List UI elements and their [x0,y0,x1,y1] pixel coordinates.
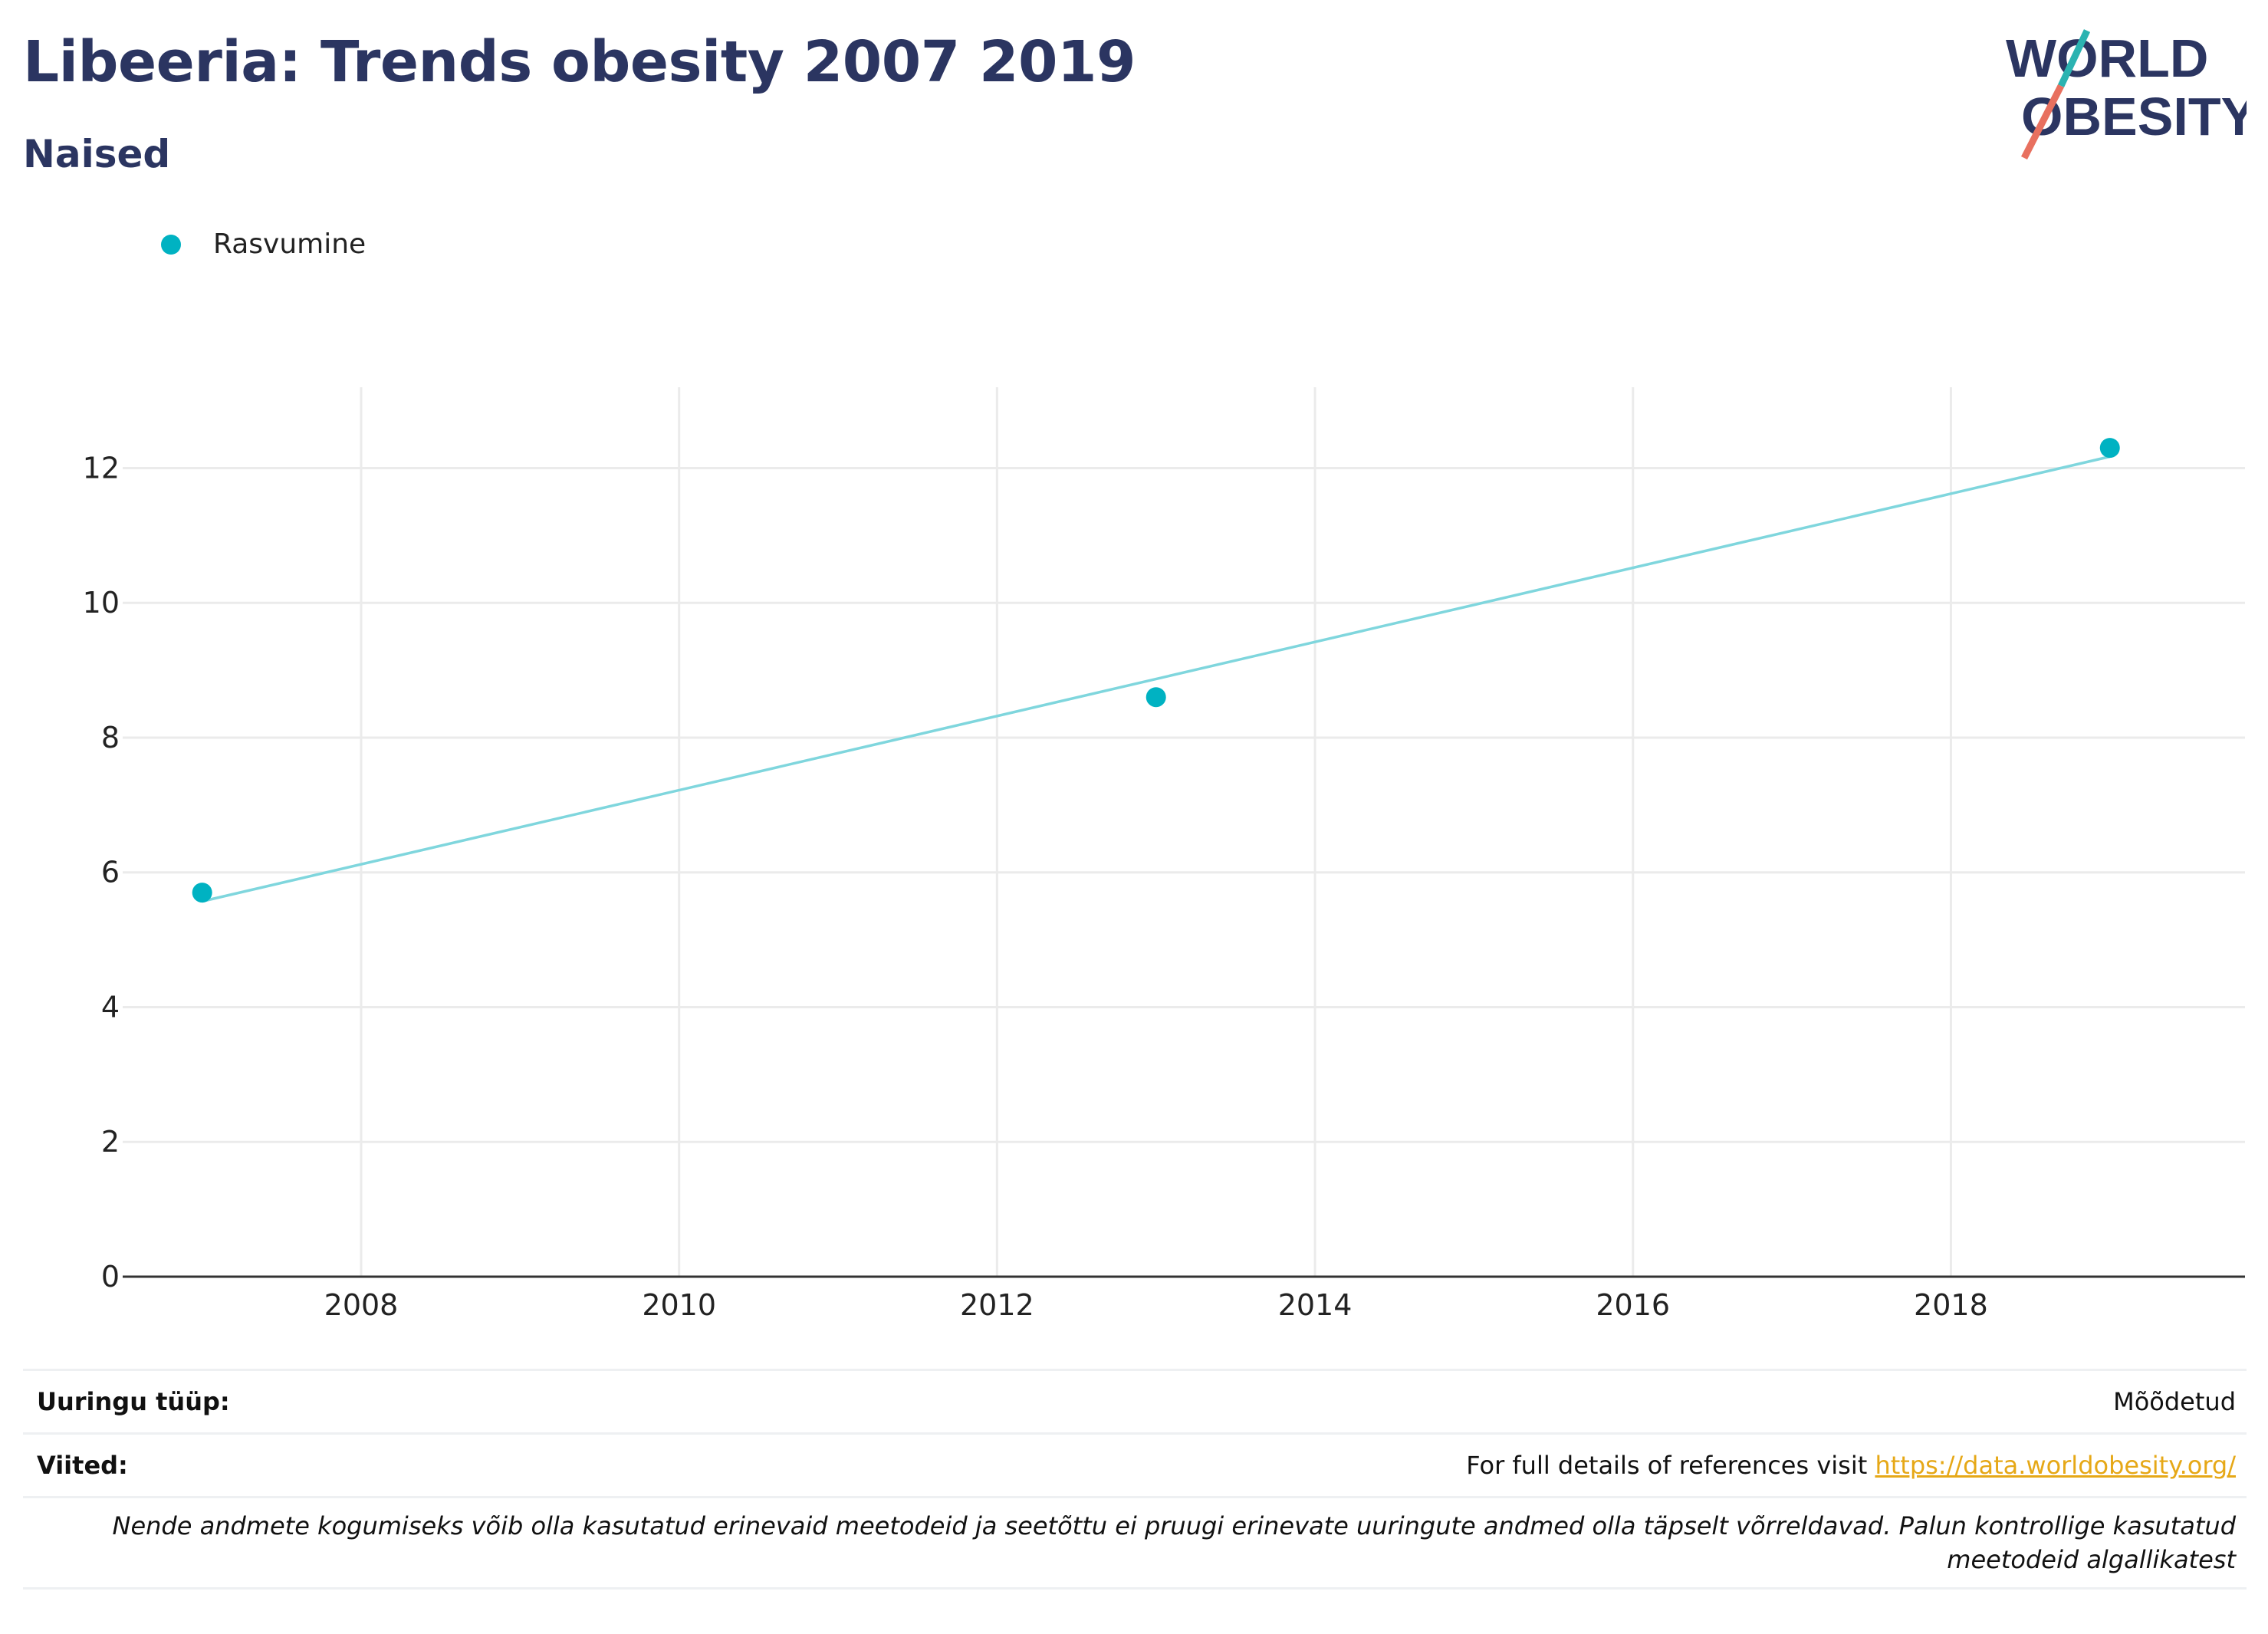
legend-label: Rasvumine [213,228,366,260]
y-tick-label: 12 [83,451,120,485]
points-layer [192,438,2120,903]
survey-type-value: Mõõdetud [2113,1387,2236,1416]
data-point[interactable] [192,883,212,903]
x-tick-label: 2014 [1278,1288,1353,1322]
y-tick-label: 4 [101,990,120,1024]
note-row: Nende andmete kogumiseks võib olla kasut… [23,1497,2247,1589]
data-point[interactable] [1146,687,1166,708]
data-point[interactable] [2099,438,2120,459]
chart-title: Libeeria: Trends obesity 2007 2019 [23,29,1136,95]
x-tick-label: 2008 [324,1288,399,1322]
references-row: Viited: For full details of references v… [23,1433,2247,1498]
axis-layer: 0 2 4 6 8 10 12 2008 2010 2012 2014 2016 2018 [83,451,2245,1322]
references-value: For full details of references visit htt… [499,1434,2247,1498]
logo-slash-teal [2057,29,2091,87]
y-tick-label: 2 [101,1125,120,1159]
info-table: Uuringu tüüp: Mõõdetud Viited: For full … [23,1369,2247,1590]
legend[interactable]: Rasvumine [161,228,366,260]
y-tick-label: 10 [83,586,120,620]
references-text: For full details of references visit [1466,1451,1875,1480]
world-obesity-logo: WORLD OBESITY [2006,28,2247,160]
logo-text-world: WORLD [2006,28,2208,88]
grid-layer [123,387,2245,1277]
trend-layer [202,455,2111,903]
methods-note: Nende andmete kogumiseks võib olla kasut… [112,1511,2237,1574]
x-tick-label: 2010 [642,1288,716,1322]
logo-slash-coral [2020,84,2065,160]
survey-type-label: Uuringu tüüp: [37,1387,230,1416]
obesity-trend-chart: 0 2 4 6 8 10 12 2008 2010 2012 2014 2016 2018 [83,387,2245,1322]
x-tick-label: 2018 [1914,1288,1988,1322]
survey-type-row: Uuringu tüüp: Mõõdetud [23,1369,2247,1434]
y-tick-label: 8 [101,721,120,755]
y-tick-label: 0 [101,1260,120,1294]
references-label: Viited: [37,1451,128,1480]
y-tick-label: 6 [101,856,120,889]
x-tick-label: 2016 [1596,1288,1670,1322]
references-link[interactable]: https://data.worldobesity.org/ [1875,1451,2236,1480]
legend-marker [161,234,181,255]
x-tick-label: 2012 [960,1288,1034,1322]
trend-line [202,455,2111,903]
chart-subtitle: Naised [23,132,171,176]
